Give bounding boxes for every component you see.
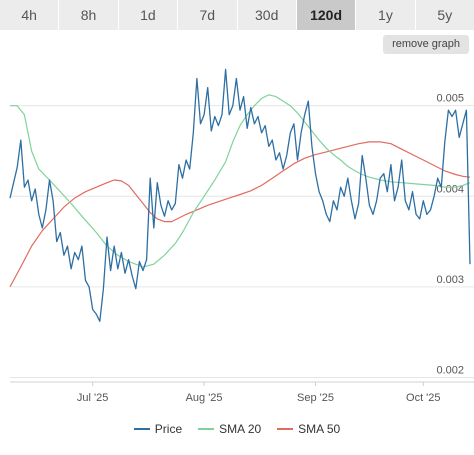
tab-7d[interactable]: 7d (178, 0, 238, 30)
legend-label-sma20: SMA 20 (219, 422, 262, 436)
y-tick-label: 0.002 (436, 364, 464, 376)
y-tick-label: 0.005 (436, 93, 464, 105)
tab-1d[interactable]: 1d (118, 0, 179, 30)
legend-item-price[interactable]: Price (133, 422, 183, 436)
tab-30d[interactable]: 30d (237, 0, 297, 30)
timeframe-tabs: 4h 8h 1d 7d 30d 120d 1y 5y (0, 0, 474, 30)
tab-5y[interactable]: 5y (415, 0, 474, 30)
legend-label-sma50: SMA 50 (298, 422, 341, 436)
legend-item-sma20[interactable]: SMA 20 (198, 422, 261, 436)
series-line-price (9, 68, 471, 322)
tab-120d[interactable]: 120d (296, 0, 357, 30)
legend-swatch-sma50 (277, 428, 294, 430)
x-tick-label: Aug '25 (186, 392, 223, 404)
series-line-sma50 (9, 141, 471, 288)
chart-legend: Price SMA 20 SMA 50 (0, 420, 474, 438)
tab-1y[interactable]: 1y (356, 0, 416, 30)
legend-item-sma50[interactable]: SMA 50 (277, 422, 340, 436)
tab-4h[interactable]: 4h (0, 0, 60, 30)
x-tick-label: Sep '25 (297, 392, 334, 404)
tab-8h[interactable]: 8h (59, 0, 119, 30)
legend-label-price: Price (154, 422, 183, 436)
y-tick-label: 0.003 (436, 274, 464, 286)
x-tick-label: Jul '25 (77, 392, 108, 404)
x-tick-label: Oct '25 (406, 392, 441, 404)
legend-swatch-sma20 (198, 428, 215, 430)
legend-swatch-price (133, 428, 150, 430)
remove-graph-button[interactable]: remove graph (383, 35, 469, 54)
series-line-sma20 (10, 94, 471, 268)
